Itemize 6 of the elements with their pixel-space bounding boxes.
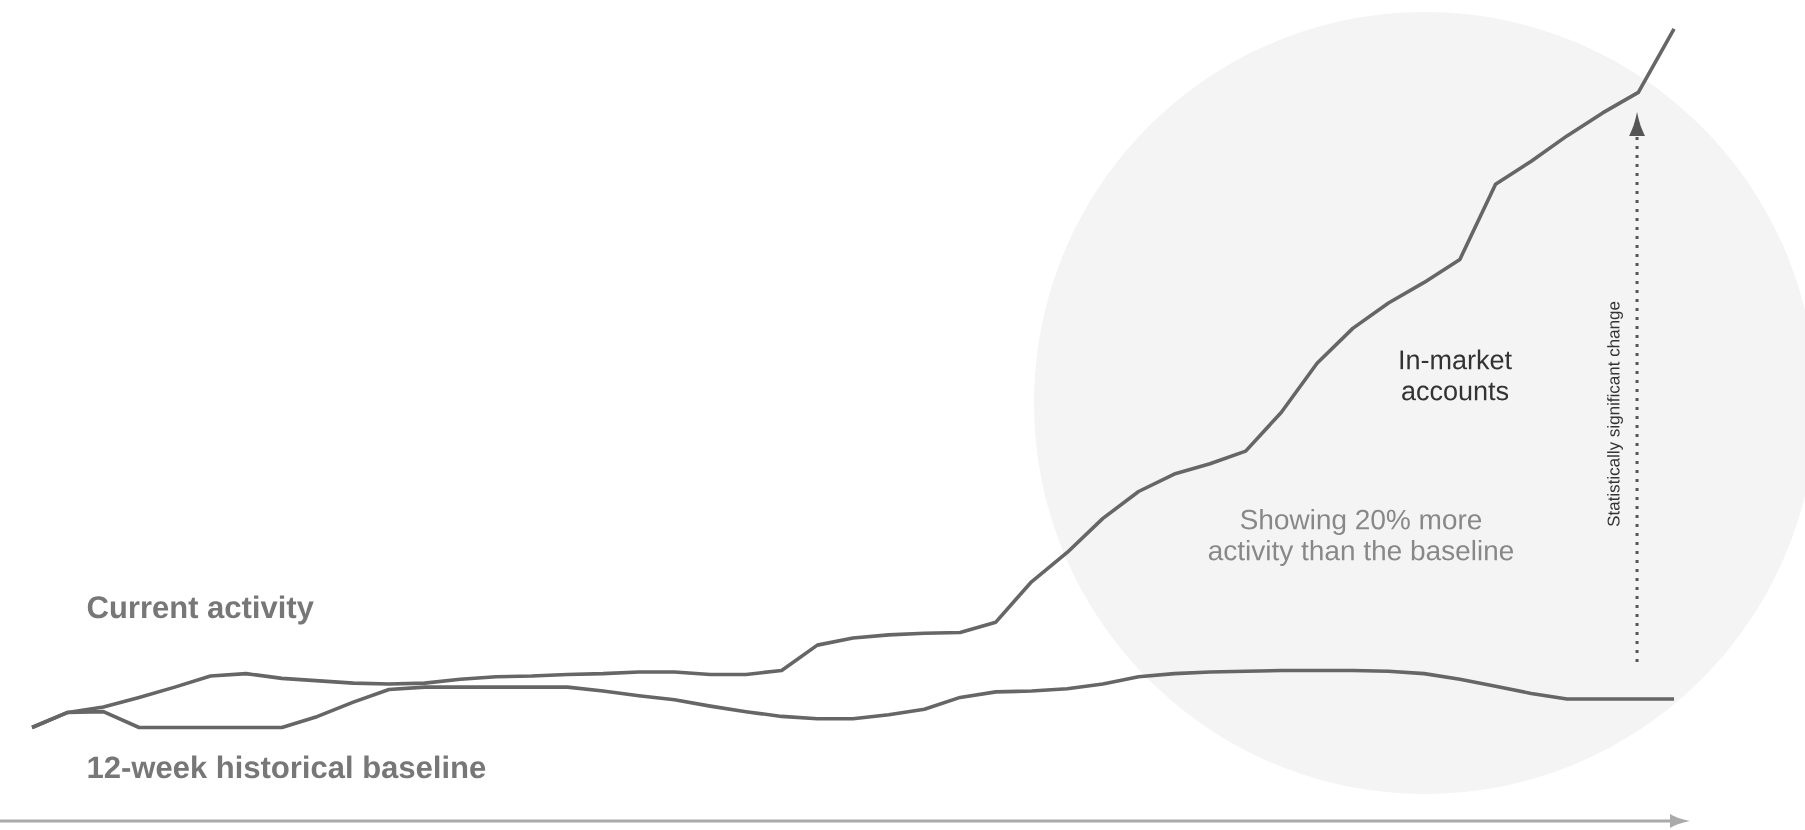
series-label: Current activity <box>87 595 314 625</box>
annotation: activity than the baseline <box>1208 539 1514 566</box>
annotation: Showing 20% more <box>1240 508 1482 536</box>
annotation: Statistically significant change <box>1607 301 1623 527</box>
series-label: 12-week historical baseline <box>88 755 486 779</box>
annotation: In-market accounts <box>1400 349 1512 401</box>
